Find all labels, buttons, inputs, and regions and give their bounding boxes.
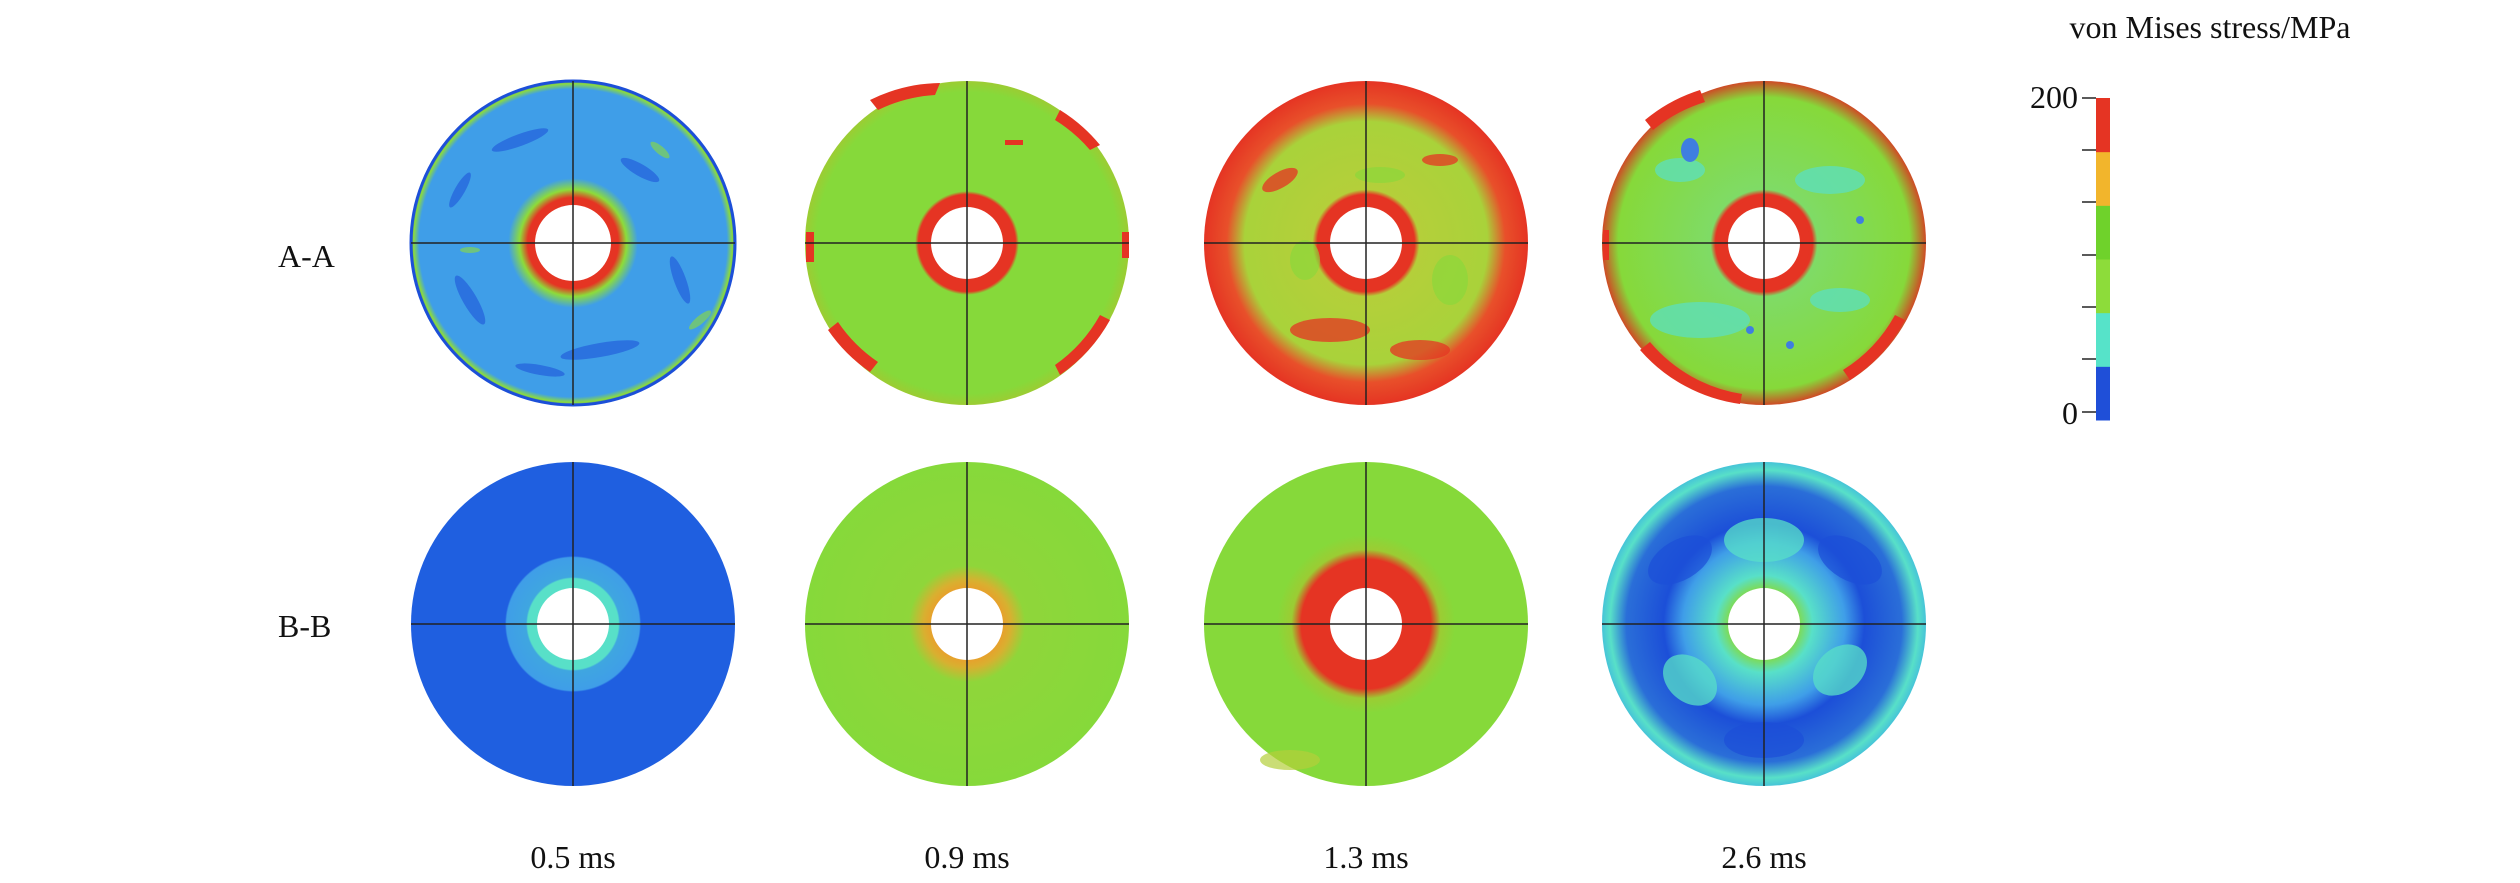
row-label-bb: B-B xyxy=(278,608,331,644)
legend-ticks xyxy=(2082,97,2096,413)
disc-aa-1-3ms xyxy=(1204,81,1528,405)
row-label-aa: A-A xyxy=(278,238,335,274)
disc-bb-2-6ms xyxy=(1602,462,1926,786)
legend-band-6 xyxy=(2096,98,2110,153)
time-label-2: 0.9 ms xyxy=(924,839,1009,875)
disc-aa-0-5ms xyxy=(409,79,737,407)
legend-band-3 xyxy=(2096,259,2110,314)
legend-band-2 xyxy=(2096,312,2110,367)
disc-bb-0-5ms xyxy=(411,462,735,786)
time-label-4: 2.6 ms xyxy=(1721,839,1806,875)
disc-bb-1-3ms xyxy=(1204,462,1528,786)
disc-bb-0-9ms xyxy=(805,462,1129,786)
time-label-1: 0.5 ms xyxy=(530,839,615,875)
legend-band-4 xyxy=(2096,205,2110,260)
disc-aa-0-9ms xyxy=(805,81,1129,405)
disc-aa-2-6ms xyxy=(1602,81,1926,405)
color-scale-bar xyxy=(2096,98,2110,421)
legend-title: von Mises stress/MPa xyxy=(2070,9,2351,45)
time-label-3: 1.3 ms xyxy=(1323,839,1408,875)
legend-min-label: 0 xyxy=(2062,395,2078,431)
legend-max-label: 200 xyxy=(2030,79,2078,115)
legend-band-1 xyxy=(2096,366,2110,421)
legend-band-5 xyxy=(2096,151,2110,206)
